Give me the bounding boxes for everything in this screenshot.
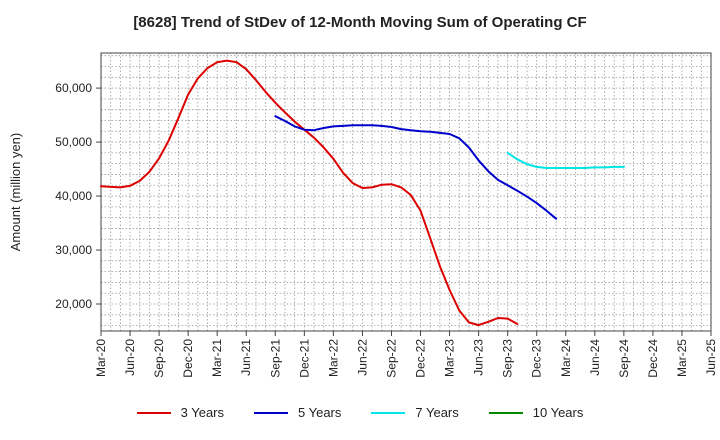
legend-label: 3 Years [180, 405, 224, 420]
plot-border [100, 52, 712, 332]
x-tick-label: Jun-25 [704, 339, 718, 376]
x-tick-label: Mar-23 [443, 339, 457, 377]
y-axis-label: Amount (million yen) [8, 133, 23, 252]
y-tick-label: 20,000 [55, 297, 92, 311]
x-tick-label: Mar-22 [326, 339, 340, 377]
x-tick-label: Mar-21 [210, 339, 224, 377]
legend-swatch [488, 411, 523, 414]
legend-label: 5 Years [298, 405, 342, 420]
legend-label: 7 Years [415, 405, 459, 420]
x-tick-label: Jun-24 [588, 339, 602, 376]
y-tick-label: 50,000 [55, 135, 92, 149]
x-tick-label: Jun-23 [472, 339, 486, 376]
x-tick-label: Sep-23 [501, 339, 515, 378]
chart-title: [8628] Trend of StDev of 12-Month Moving… [133, 14, 587, 31]
x-tick-label: Dec-21 [297, 339, 311, 378]
x-tick-label: Sep-22 [384, 339, 398, 378]
legend-item: 3 Years [136, 405, 224, 420]
legend-item: 5 Years [254, 405, 341, 420]
series-line-5-years [274, 115, 558, 220]
x-tick-label: Mar-24 [559, 339, 573, 377]
legend-item: 7 Years [371, 405, 459, 420]
x-tick-label: Jun-20 [123, 339, 137, 376]
x-tick-label: Mar-20 [94, 339, 108, 377]
y-tick-label: 60,000 [55, 81, 92, 95]
legend-item: 10 Years [488, 405, 584, 420]
chart-plot: 20,000 30,000 40,000 50,000 60,000 Mar-20 Jun-… [8, 52, 718, 378]
legend-swatch [254, 411, 288, 414]
x-tick-label: Dec-24 [646, 339, 660, 378]
series-line-7-years [506, 151, 625, 169]
x-tick-label: Dec-20 [181, 339, 195, 378]
x-tick-label: Jun-22 [355, 339, 369, 376]
legend-swatch [136, 411, 171, 414]
x-tick-label: Sep-21 [268, 339, 282, 378]
legend-swatch [371, 411, 406, 414]
x-tick-label: Sep-24 [617, 339, 631, 378]
y-tick-label: 40,000 [55, 189, 92, 203]
y-tick-label: 30,000 [55, 243, 92, 257]
series-line-3-years [100, 59, 519, 327]
x-tick-label: Dec-23 [530, 339, 544, 378]
x-tick-label: Sep-20 [152, 339, 166, 378]
legend-label: 10 Years [532, 405, 584, 420]
x-tick-label: Jun-21 [239, 339, 253, 376]
x-tick-label: Mar-25 [675, 339, 689, 377]
x-tick-label: Dec-22 [414, 339, 428, 378]
chart-legend: 3 Years 5 Years 7 Years 10 Years [0, 405, 720, 420]
